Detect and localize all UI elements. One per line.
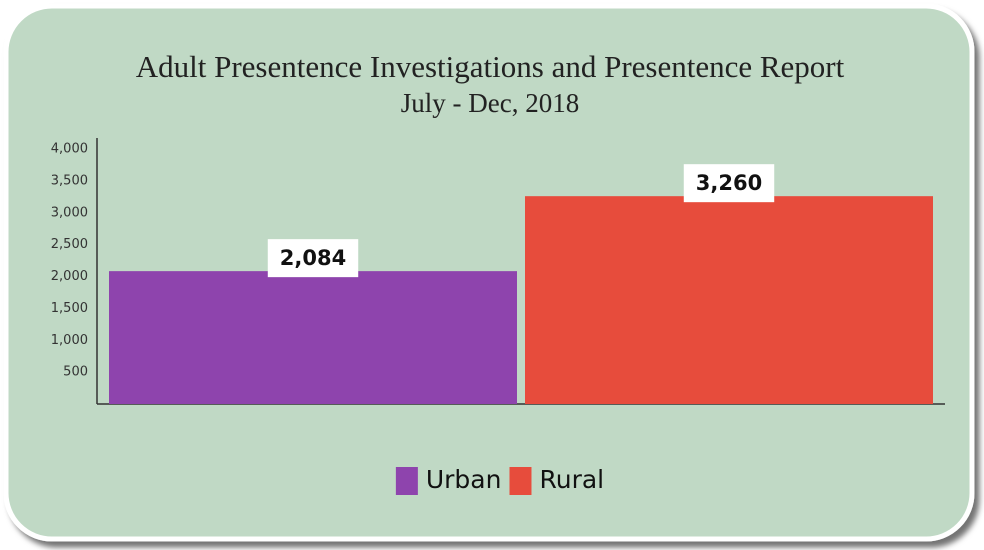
legend-label: Urban: [426, 465, 502, 494]
y-tick-label: 500: [63, 365, 88, 380]
y-tick-label: 3,000: [51, 205, 88, 220]
y-tick-label: 2,500: [51, 237, 88, 252]
chart-title: Adult Presentence Investigations and Pre…: [136, 49, 845, 84]
legend-swatch: [509, 467, 532, 495]
value-label-box: [683, 164, 775, 203]
legend-swatch: [395, 467, 418, 495]
y-tick-label: 4,000: [51, 142, 88, 157]
y-tick-label: 1,500: [51, 301, 88, 316]
value-label-box: [267, 239, 359, 278]
y-tick-label: 3,500: [51, 173, 88, 188]
chart-subtitle: July - Dec, 2018: [401, 88, 579, 118]
y-tick-label: 1,000: [51, 333, 88, 348]
y-tick-label: 2,000: [51, 269, 88, 284]
bar: [109, 271, 517, 404]
value-label: 3,260: [696, 171, 762, 195]
legend-label: Rural: [539, 465, 604, 494]
value-label: 2,084: [280, 246, 346, 270]
bar: [525, 196, 933, 404]
